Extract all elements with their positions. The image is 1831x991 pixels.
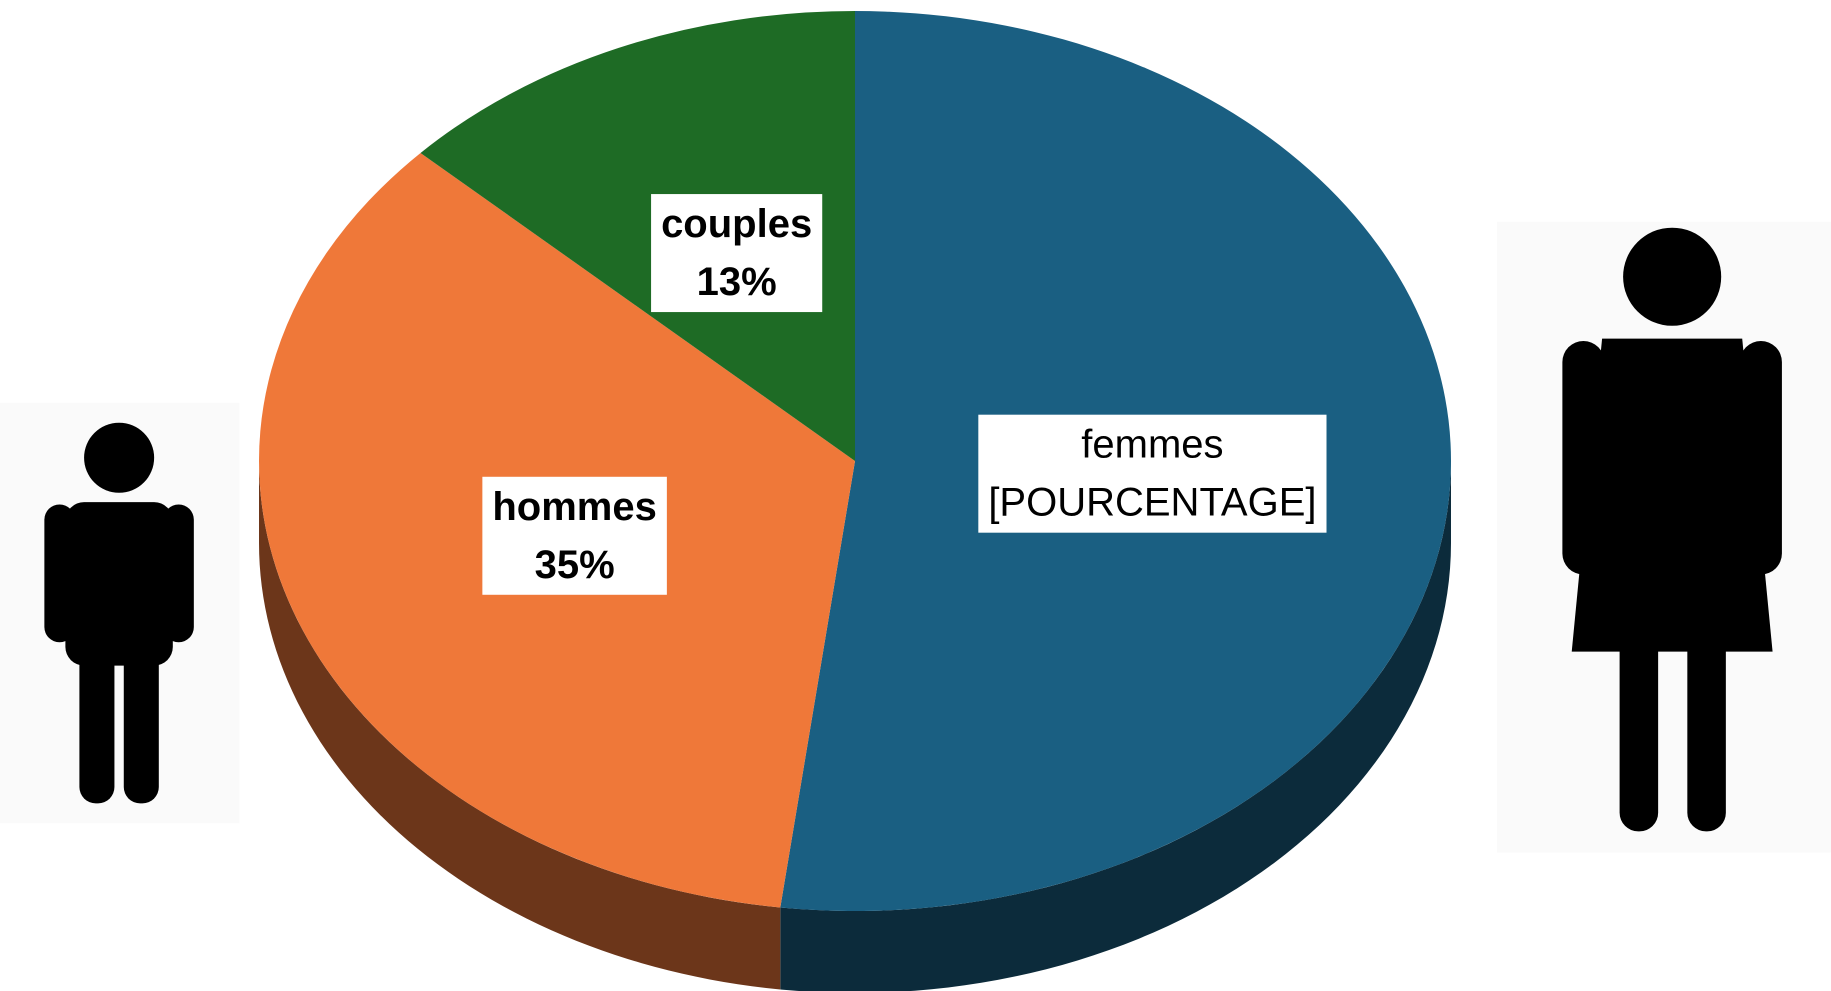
pie-side xyxy=(780,461,1451,991)
label-category: femmes xyxy=(1081,423,1223,467)
label-value: 35% xyxy=(535,543,615,587)
pie-side xyxy=(259,461,781,990)
woman-icon xyxy=(1496,221,1831,853)
label-value: 13% xyxy=(697,260,777,304)
man-icon xyxy=(0,402,240,824)
pie-slice xyxy=(420,11,855,461)
label-category: couples xyxy=(661,202,812,246)
label-box xyxy=(978,414,1327,533)
label-box xyxy=(651,194,823,313)
label-category: hommes xyxy=(492,485,657,529)
label-value: [POURCENTAGE] xyxy=(988,481,1316,525)
label-box xyxy=(482,476,667,595)
data-label: couples 13% xyxy=(651,194,823,313)
data-label: femmes [POURCENTAGE] xyxy=(978,414,1327,533)
data-label: hommes 35% xyxy=(482,476,667,595)
